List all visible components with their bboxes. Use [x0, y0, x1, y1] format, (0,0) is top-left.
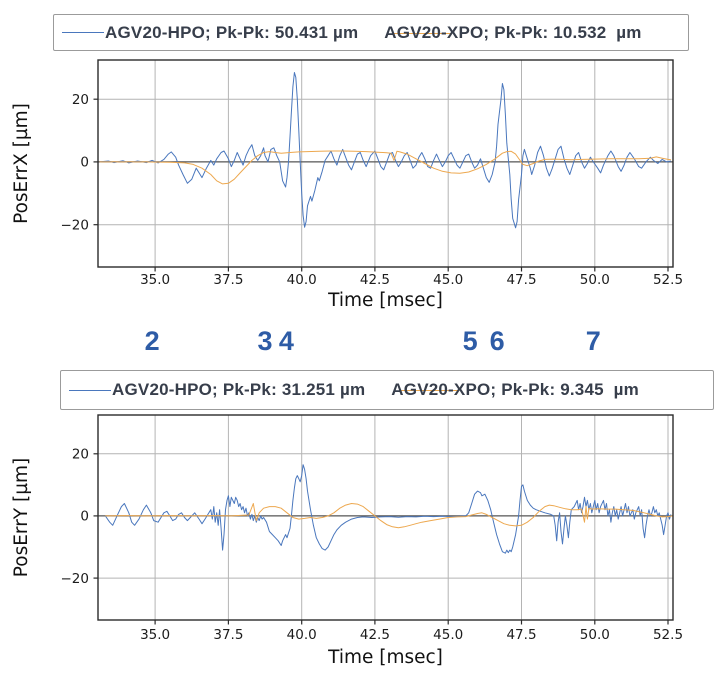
x-tick-label: 40.0	[287, 272, 317, 288]
axes-frame	[97, 414, 674, 621]
poserry-chart: 35.0 37.5 40.0 42.5 45.0 47.5 50.0 52.5 −20 0 20 Ti…	[11, 414, 683, 668]
xpo-line-sample-icon	[394, 32, 453, 34]
x-tick-label: 37.5	[213, 272, 243, 288]
event-marker-3: 3	[257, 326, 273, 356]
grid	[98, 415, 673, 620]
y-axis-ticks: −20 0 20	[61, 447, 98, 587]
agv20-hpo-series-line	[99, 72, 672, 229]
y-tick-label: −20	[61, 571, 90, 587]
poserrx-chart: 35.0 37.5 40.0 42.5 45.0 47.5 50.0 52.5 −20 0 20 Ti…	[11, 59, 683, 311]
hpo-line-sample-icon	[69, 389, 111, 391]
event-marker-6: 6	[489, 326, 505, 356]
event-marker-5: 5	[462, 326, 478, 356]
y-tick-label: 20	[72, 447, 89, 463]
x-tick-label: 45.0	[433, 272, 463, 288]
event-marker-4: 4	[278, 326, 294, 356]
hpo-line-sample-icon	[62, 32, 104, 33]
x-tick-label: 42.5	[360, 627, 390, 643]
legend-poserrx: AGV20-HPO; Pk-Pk: 50.431 µm AGV20-XPO; P…	[53, 14, 689, 51]
legend-label-xpo: AGV20-XPO; Pk-Pk: 9.345 µm	[391, 380, 639, 399]
x-tick-label: 37.5	[213, 627, 243, 643]
x-tick-label: 35.0	[140, 272, 170, 288]
x-axis-label: Time [msec]	[327, 290, 443, 311]
event-marker-2: 2	[144, 326, 160, 356]
legend-entry-hpo: AGV20-HPO; Pk-Pk: 31.251 µm	[69, 380, 365, 400]
xpo-line-sample-icon	[401, 390, 460, 391]
x-tick-label: 50.0	[580, 272, 610, 288]
x-tick-label: 47.5	[506, 627, 536, 643]
agv20-xpo-series-line	[99, 150, 671, 185]
grid	[98, 60, 673, 267]
y-tick-label: 0	[80, 509, 89, 525]
x-tick-label: 40.0	[287, 627, 317, 643]
x-tick-label: 45.0	[433, 627, 463, 643]
x-tick-label: 35.0	[140, 627, 170, 643]
x-tick-label: 50.0	[580, 627, 610, 643]
y-tick-label: 0	[80, 155, 89, 171]
y-tick-label: −20	[61, 218, 90, 234]
legend-entry-xpo: AGV20-XPO; Pk-Pk: 10.532 µm	[384, 23, 641, 43]
x-tick-label: 52.5	[653, 627, 683, 643]
y-axis-label: PosErrY [µm]	[11, 458, 32, 577]
x-axis-ticks: 35.0 37.5 40.0 42.5 45.0 47.5 50.0 52.5	[140, 267, 683, 288]
legend-poserry: AGV20-HPO; Pk-Pk: 31.251 µm AGV20-XPO; P…	[60, 370, 714, 410]
event-marker-7: 7	[585, 326, 601, 356]
legend-label-hpo: AGV20-HPO; Pk-Pk: 50.431 µm	[105, 22, 359, 42]
agv20-xpo-series-line	[105, 503, 673, 529]
legend-entry-xpo: AGV20-XPO; Pk-Pk: 9.345 µm	[391, 380, 639, 400]
x-tick-label: 47.5	[506, 272, 536, 288]
x-tick-label: 42.5	[360, 272, 390, 288]
x-axis-label: Time [msec]	[327, 647, 443, 668]
y-tick-label: 20	[72, 92, 89, 108]
legend-label-xpo: AGV20-XPO; Pk-Pk: 10.532 µm	[384, 22, 642, 42]
x-tick-label: 52.5	[653, 272, 683, 288]
legend-entry-hpo: AGV20-HPO; Pk-Pk: 50.431 µm	[62, 23, 358, 43]
x-axis-ticks: 35.0 37.5 40.0 42.5 45.0 47.5 50.0 52.5	[140, 620, 683, 643]
y-axis-label: PosErrX [µm]	[11, 103, 32, 224]
y-axis-ticks: −20 0 20	[61, 92, 98, 234]
axes-frame	[97, 59, 674, 268]
legend-label-hpo: AGV20-HPO; Pk-Pk: 31.251 µm	[112, 380, 366, 399]
